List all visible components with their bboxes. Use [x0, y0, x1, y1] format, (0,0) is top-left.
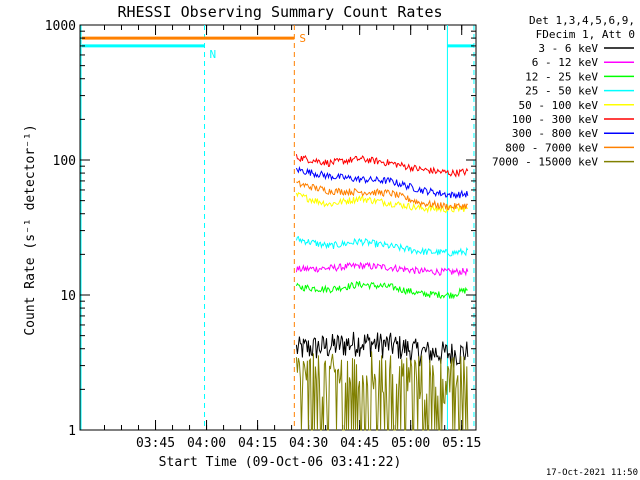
x-tick-label: 04:15: [238, 436, 277, 451]
timestamp: 17-Oct-2021 11:50: [546, 468, 638, 478]
x-tick-label: 04:00: [187, 436, 226, 451]
series-6-12-kev: [295, 261, 469, 277]
legend-label-300-800-kev: 300 - 800 keV: [512, 127, 598, 140]
x-tick-label: 05:00: [391, 436, 430, 451]
legend-header-2: FDecim 1, Att 0: [536, 28, 635, 41]
x-tick-label: 04:30: [289, 436, 328, 451]
series-50-100-kev: [295, 191, 469, 214]
x-axis-label: Start Time (09-Oct-06 03:41:22): [159, 455, 402, 470]
legend-header-1: Det 1,3,4,5,6,9,: [529, 14, 635, 27]
legend-label-25-50-kev: 25 - 50 keV: [525, 85, 598, 98]
legend-label-800-7000-kev: 800 - 7000 keV: [505, 141, 598, 154]
axis-ticks: 1 10 100 1000 03:45 04:00 04:15 04:30 04:45 05:00…: [45, 19, 482, 451]
saa-flag-label: S: [299, 32, 306, 45]
x-tick-label: 03:45: [136, 436, 175, 451]
night-flag-label: N: [210, 48, 217, 61]
series-12-25-kev: [295, 280, 468, 300]
x-tick-label: 04:45: [340, 436, 379, 451]
plot-area: SN: [79, 24, 477, 431]
series-7000-15000-kev: [295, 351, 469, 431]
legend-label-3-6-kev: 3 - 6 keV: [538, 42, 598, 55]
legend-label-50-100-kev: 50 - 100 keV: [519, 99, 599, 112]
y-axis-label: Count Rate (s⁻¹ detector⁻¹): [23, 124, 38, 335]
series-800-7000-kev: [296, 180, 468, 211]
legend-label-7000-15000-kev: 7000 - 15000 keV: [492, 156, 598, 169]
series-layer: [295, 154, 469, 431]
legend-label-12-25-kev: 12 - 25 keV: [525, 70, 598, 83]
chart-title: RHESSI Observing Summary Count Rates: [117, 3, 442, 21]
series-100-300-kev: [295, 154, 469, 178]
y-tick-label: 1: [68, 424, 76, 439]
legend-label-6-12-kev: 6 - 12 keV: [532, 56, 599, 69]
series-25-50-kev: [295, 235, 469, 257]
y-tick-label: 1000: [45, 19, 76, 34]
y-tick-label: 10: [60, 289, 76, 304]
legend-label-100-300-kev: 100 - 300 keV: [512, 113, 598, 126]
plot-frame: [79, 24, 477, 431]
y-tick-label: 100: [53, 154, 76, 169]
series-3-6-kev: [295, 331, 469, 368]
series-300-800-kev: [295, 165, 469, 199]
x-tick-label: 05:15: [442, 436, 481, 451]
